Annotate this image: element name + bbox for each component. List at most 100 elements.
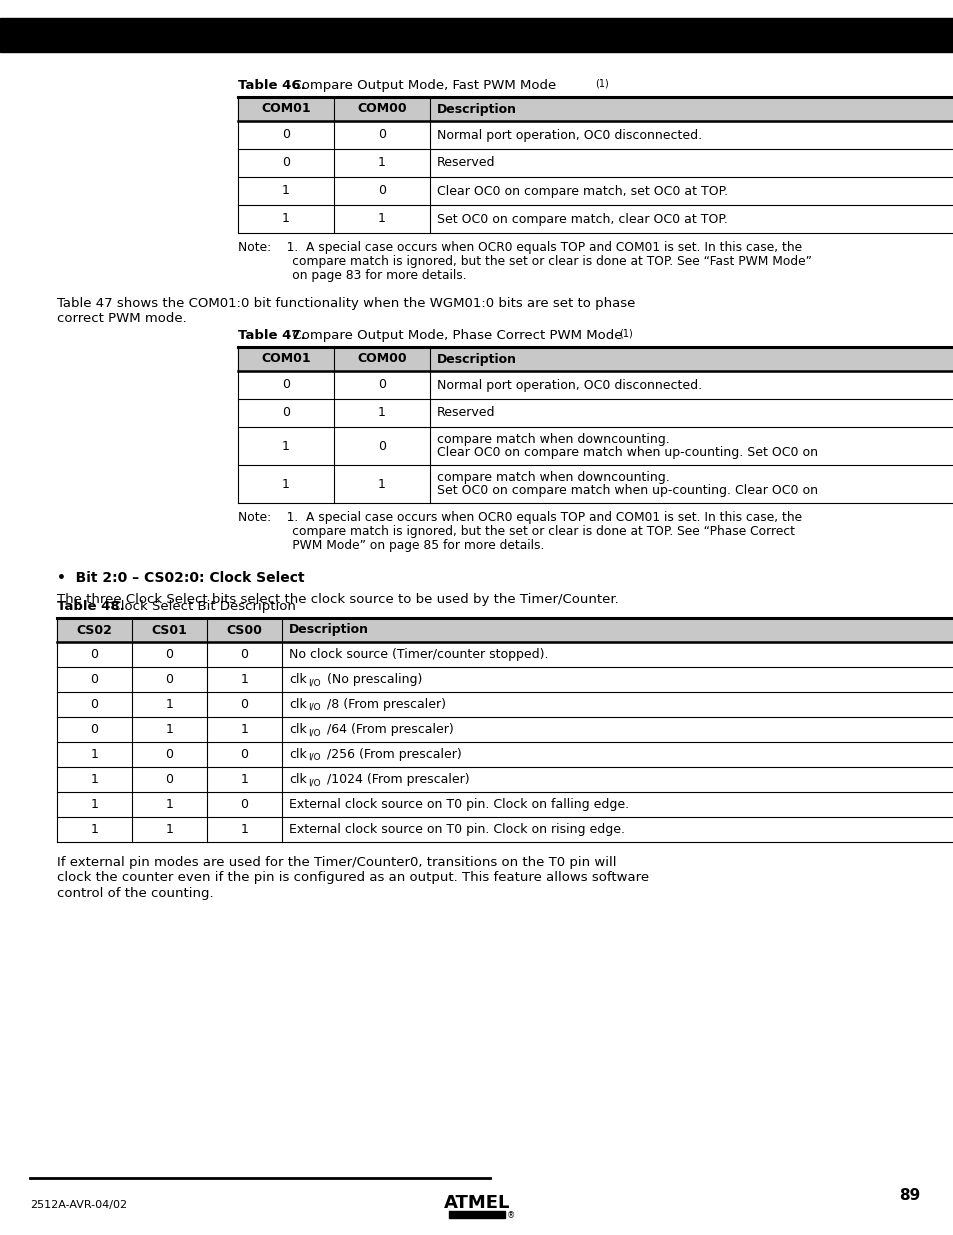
Text: 0: 0 [240, 698, 248, 711]
Text: 0: 0 [282, 128, 290, 142]
Text: 1: 1 [91, 823, 98, 836]
Text: Set OC0 on compare match when up-counting. Clear OC0 on: Set OC0 on compare match when up-countin… [436, 484, 817, 498]
Text: CS01: CS01 [152, 624, 187, 636]
Text: 1: 1 [166, 823, 173, 836]
Text: clkSUB(No prescaling): clkSUB(No prescaling) [289, 673, 428, 685]
Text: (No prescaling): (No prescaling) [327, 673, 422, 685]
Bar [237, 347, 953, 370]
Text: 1: 1 [240, 722, 248, 736]
Text: •  Bit 2:0 – CS02:0: Clock Select: • Bit 2:0 – CS02:0: Clock Select [57, 571, 304, 585]
Text: clkSUB/64 (From prescaler): clkSUB/64 (From prescaler) [289, 722, 458, 736]
Text: Table 47.: Table 47. [237, 329, 305, 342]
Text: COM00: COM00 [356, 352, 406, 366]
Text: 1: 1 [282, 440, 290, 452]
Text: 0: 0 [91, 673, 98, 685]
Bar [286, 698, 665, 711]
Text: clk: clk [289, 773, 307, 785]
Text: PWM Mode” on page 85 for more details.: PWM Mode” on page 85 for more details. [237, 538, 544, 552]
Text: 0: 0 [165, 773, 173, 785]
Text: 0: 0 [165, 673, 173, 685]
Text: 0: 0 [377, 440, 386, 452]
Text: I/O: I/O [308, 678, 320, 687]
Text: 0: 0 [165, 648, 173, 661]
Text: 0: 0 [165, 748, 173, 761]
Bar [237, 98, 953, 121]
Text: 1: 1 [166, 798, 173, 811]
Text: 0: 0 [91, 722, 98, 736]
Text: Clear OC0 on compare match when up-counting. Set OC0 on: Clear OC0 on compare match when up-count… [436, 446, 817, 459]
Text: Note:    1.  A special case occurs when OCR0 equals TOP and COM01 is set. In thi: Note: 1. A special case occurs when OCR0… [237, 511, 801, 524]
Text: on page 83 for more details.: on page 83 for more details. [237, 269, 466, 282]
Text: Table 48.: Table 48. [57, 600, 125, 613]
Text: CS02: CS02 [76, 624, 112, 636]
Text: Description: Description [436, 352, 517, 366]
Text: External clock source on T0 pin. Clock on rising edge.: External clock source on T0 pin. Clock o… [289, 823, 624, 836]
Text: 0: 0 [240, 648, 248, 661]
Text: If external pin modes are used for the Timer/Counter0, transitions on the T0 pin: If external pin modes are used for the T… [57, 856, 616, 869]
Text: 1: 1 [91, 748, 98, 761]
Text: 1: 1 [282, 478, 290, 490]
Text: 1: 1 [282, 212, 290, 226]
Text: 1: 1 [282, 184, 290, 198]
Text: 0: 0 [377, 378, 386, 391]
Text: Compare Output Mode, Fast PWM Mode: Compare Output Mode, Fast PWM Mode [284, 79, 556, 91]
Text: COM01: COM01 [261, 352, 311, 366]
Text: /1024 (From prescaler): /1024 (From prescaler) [327, 773, 469, 785]
Text: COM01: COM01 [261, 103, 311, 116]
Text: I/O: I/O [308, 753, 320, 762]
Text: Table 46.: Table 46. [237, 79, 305, 91]
Text: Reserved: Reserved [436, 406, 495, 420]
Text: 89: 89 [898, 1188, 919, 1203]
Text: Description: Description [289, 624, 369, 636]
Text: 1: 1 [377, 157, 386, 169]
Bar [286, 747, 665, 762]
Text: 0: 0 [282, 157, 290, 169]
Text: (1): (1) [618, 329, 632, 338]
Text: 1: 1 [377, 406, 386, 420]
Text: 2512A-AVR-04/02: 2512A-AVR-04/02 [30, 1200, 127, 1210]
Text: ®: ® [506, 1212, 515, 1220]
Text: compare match when downcounting.: compare match when downcounting. [436, 432, 669, 446]
Text: I/O: I/O [308, 727, 320, 737]
Text: 0: 0 [91, 648, 98, 661]
Text: Set OC0 on compare match, clear OC0 at TOP.: Set OC0 on compare match, clear OC0 at T… [436, 212, 727, 226]
Text: /256 (From prescaler): /256 (From prescaler) [327, 748, 461, 761]
Text: 0: 0 [377, 128, 386, 142]
Text: compare match is ignored, but the set or clear is done at TOP. See “Phase Correc: compare match is ignored, but the set or… [237, 525, 794, 538]
Text: 1: 1 [240, 673, 248, 685]
Text: 1: 1 [377, 212, 386, 226]
Text: 1: 1 [91, 773, 98, 785]
Bar [449, 1212, 504, 1218]
Text: I/O: I/O [308, 703, 320, 713]
Text: COM00: COM00 [356, 103, 406, 116]
Text: 1: 1 [240, 823, 248, 836]
Text: /8 (From prescaler): /8 (From prescaler) [327, 698, 446, 711]
Text: Reserved: Reserved [436, 157, 495, 169]
Text: Clock Select Bit Description: Clock Select Bit Description [103, 600, 295, 613]
Text: clkSUB/256 (From prescaler): clkSUB/256 (From prescaler) [289, 748, 467, 761]
Text: 0: 0 [240, 798, 248, 811]
Text: The three Clock Select bits select the clock source to be used by the Timer/Coun: The three Clock Select bits select the c… [57, 593, 618, 606]
Text: /64 (From prescaler): /64 (From prescaler) [327, 722, 454, 736]
Text: clock the counter even if the pin is configured as an output. This feature allow: clock the counter even if the pin is con… [57, 872, 648, 884]
Text: clkSUB/8 (From prescaler): clkSUB/8 (From prescaler) [289, 698, 451, 711]
Text: I/O: I/O [308, 778, 320, 787]
Text: Normal port operation, OC0 disconnected.: Normal port operation, OC0 disconnected. [436, 378, 701, 391]
Text: compare match is ignored, but the set or clear is done at TOP. See “Fast PWM Mod: compare match is ignored, but the set or… [237, 254, 811, 268]
Text: 1: 1 [91, 798, 98, 811]
Text: Description: Description [436, 103, 517, 116]
Text: Compare Output Mode, Phase Correct PWM Mode: Compare Output Mode, Phase Correct PWM M… [284, 329, 622, 342]
Text: 1: 1 [377, 478, 386, 490]
Text: 0: 0 [240, 748, 248, 761]
Text: 1: 1 [166, 722, 173, 736]
Text: compare match when downcounting.: compare match when downcounting. [436, 471, 669, 484]
Text: CS00: CS00 [226, 624, 262, 636]
Text: clk: clk [289, 698, 307, 711]
Text: clk: clk [289, 673, 307, 685]
Bar [286, 673, 665, 687]
Text: control of the counting.: control of the counting. [57, 887, 213, 900]
Text: ATMEL: ATMEL [443, 1194, 510, 1212]
Text: 0: 0 [282, 406, 290, 420]
Text: clk: clk [289, 722, 307, 736]
Bar [286, 773, 665, 787]
